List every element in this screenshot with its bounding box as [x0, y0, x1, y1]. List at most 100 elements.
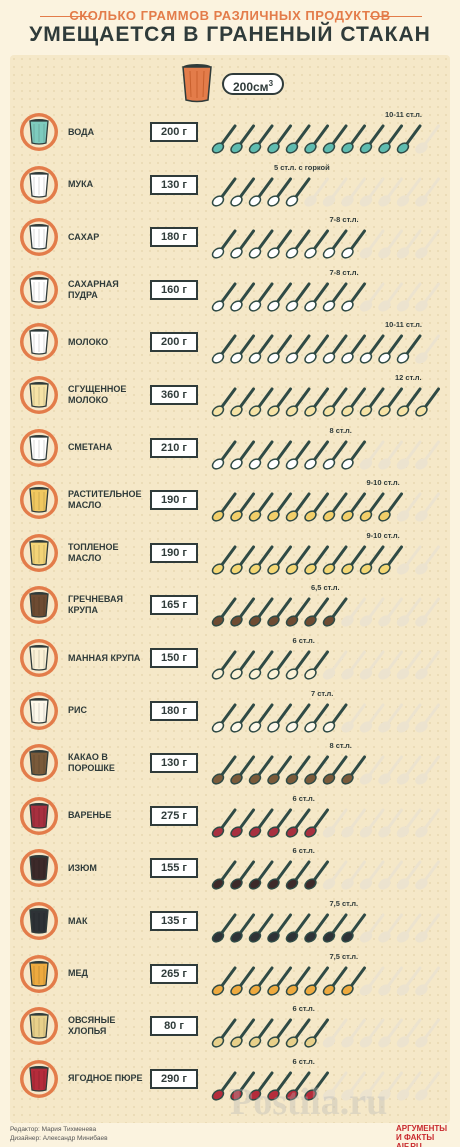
filled-spoon-icon — [304, 966, 329, 996]
filled-spoon-icon — [230, 229, 255, 259]
filled-spoon-icon — [211, 177, 237, 207]
cup-icon — [20, 428, 58, 467]
spoon-row — [211, 650, 440, 680]
weight-value: 210 г — [150, 437, 198, 458]
empty-spoon-icon — [415, 124, 440, 154]
empty-spoon-icon — [415, 440, 440, 470]
spoon-count-note: 7,5 ст.л. — [329, 899, 359, 908]
filled-spoon-icon — [248, 492, 274, 522]
filled-spoon-icon — [304, 124, 329, 154]
product-row: МАННАЯ КРУПА 150 г 6 ст.л. — [0, 636, 460, 688]
filled-spoon-icon — [211, 966, 237, 996]
brand-logo: АРГУМЕНТЫ И ФАКТЫ AIF.RU — [396, 1124, 460, 1147]
product-row: СМЕТАНА 210 г 8 ст.л. — [0, 426, 460, 478]
empty-spoon-icon — [415, 1071, 440, 1101]
product-name: МАННАЯ КРУПА — [68, 652, 141, 663]
filled-spoon-icon — [322, 966, 348, 996]
empty-spoon-icon — [415, 703, 440, 733]
filled-spoon-icon — [267, 597, 292, 628]
filled-spoon-icon — [211, 492, 237, 522]
filled-spoon-icon — [230, 808, 255, 838]
product-name: ОВСЯНЫЕ ХЛОПЬЯ — [68, 1015, 116, 1037]
spoon-count-note: 12 ст.л. — [395, 373, 422, 382]
filled-spoon-icon — [304, 492, 329, 522]
filled-spoon-icon — [248, 703, 274, 733]
filled-spoon-icon — [230, 177, 255, 207]
filled-spoon-icon — [304, 387, 329, 417]
filled-spoon-icon — [322, 913, 348, 943]
cup-icon — [20, 1059, 58, 1098]
filled-spoon-icon — [230, 703, 255, 733]
empty-spoon-icon — [396, 913, 422, 943]
spoon-row — [211, 755, 440, 785]
filled-spoon-icon — [267, 913, 292, 943]
empty-spoon-icon — [359, 229, 385, 259]
empty-spoon-icon — [359, 860, 385, 891]
product-row: ТОПЛЕНОЕ МАСЛО 190 г 9-10 ст.л. — [0, 531, 460, 583]
content-panel — [10, 55, 450, 1123]
spoon-count-note: 6 ст.л. — [292, 1056, 315, 1066]
credits: Редактор: Мария Тихменева Дизайнер: Алек… — [10, 1125, 108, 1143]
cup-icon — [20, 954, 58, 993]
designer-credit: Дизайнер: Александр Минибаев — [10, 1135, 108, 1142]
cup-icon — [20, 270, 58, 309]
product-name: ГРЕЧНЕВАЯ КРУПА — [68, 594, 123, 616]
empty-spoon-icon — [341, 808, 366, 838]
filled-spoon-icon — [248, 808, 274, 838]
cup-icon — [20, 849, 58, 888]
spoon-count-note: 8 ст.л. — [329, 425, 352, 435]
filled-spoon-icon — [322, 492, 348, 522]
spoon-row — [211, 282, 440, 312]
filled-spoon-icon — [267, 440, 292, 470]
empty-spoon-icon — [415, 545, 440, 575]
empty-spoon-icon — [415, 1018, 440, 1048]
filled-spoon-icon — [211, 650, 237, 680]
empty-spoon-icon — [378, 860, 403, 891]
filled-spoon-icon — [396, 124, 422, 154]
filled-spoon-icon — [322, 755, 348, 785]
product-row: ГРЕЧНЕВАЯ КРУПА 165 г 6,5 ст.л. — [0, 583, 460, 635]
product-name: МЕД — [68, 968, 88, 979]
weight-value: 360 г — [150, 385, 198, 405]
spoon-count-note: 7 ст.л. — [311, 688, 334, 698]
empty-spoon-icon — [378, 1071, 403, 1101]
product-row: ОВСЯНЫЕ ХЛОПЬЯ 80 г 6 ст.л. — [0, 1004, 460, 1056]
filled-spoon-icon — [230, 1018, 255, 1048]
filled-spoon-icon — [267, 755, 292, 785]
filled-spoon-icon — [230, 545, 255, 575]
spoon-row — [211, 177, 440, 207]
spoon-row — [211, 387, 440, 417]
filled-spoon-icon — [378, 334, 403, 365]
empty-spoon-icon — [341, 1071, 366, 1101]
cup-icon — [20, 533, 58, 572]
filled-spoon-icon — [248, 282, 274, 312]
filled-spoon-icon — [267, 545, 292, 575]
watermark: Postila.ru — [230, 1081, 388, 1123]
empty-spoon-icon — [359, 282, 385, 312]
empty-spoon-icon — [415, 808, 440, 838]
empty-spoon-icon — [378, 755, 403, 785]
product-row: РАСТИТЕЛЬНОЕ МАСЛО 190 г 9-10 ст.л. — [0, 478, 460, 530]
subtitle: СКОЛЬКО ГРАММОВ РАЗЛИЧНЫХ ПРОДУКТОВ — [69, 8, 391, 23]
weight-value: 180 г — [150, 700, 198, 721]
spoon-count-note: 6 ст.л. — [292, 846, 315, 856]
empty-spoon-icon — [396, 492, 422, 522]
filled-spoon-icon — [230, 597, 255, 628]
page-title: УМЕЩАЕТСЯ В ГРАНЕНЫЙ СТАКАН — [29, 23, 431, 46]
product-row: САХАРНАЯ ПУДРА 160 г 7-8 ст.л. — [0, 268, 460, 320]
product-row: ВОДА 200 г 10-11 ст.л. — [0, 110, 460, 162]
cup-icon — [20, 113, 58, 151]
filled-spoon-icon — [285, 1071, 311, 1101]
spoon-count-note: 7,5 ст.л. — [329, 951, 359, 961]
filled-spoon-icon — [304, 860, 329, 891]
empty-spoon-icon — [378, 808, 403, 838]
header: СКОЛЬКО ГРАММОВ РАЗЛИЧНЫХ ПРОДУКТОВ УМЕЩ… — [0, 0, 460, 50]
filled-spoon-icon — [230, 966, 255, 996]
empty-spoon-icon — [378, 282, 403, 312]
cup-icon — [20, 796, 58, 835]
filled-spoon-icon — [248, 966, 274, 996]
filled-spoon-icon — [230, 334, 255, 365]
filled-spoon-icon — [248, 334, 274, 365]
filled-spoon-icon — [285, 177, 311, 207]
product-row: ЯГОДНОЕ ПЮРЕ 290 г 6 ст.л. — [0, 1057, 460, 1109]
